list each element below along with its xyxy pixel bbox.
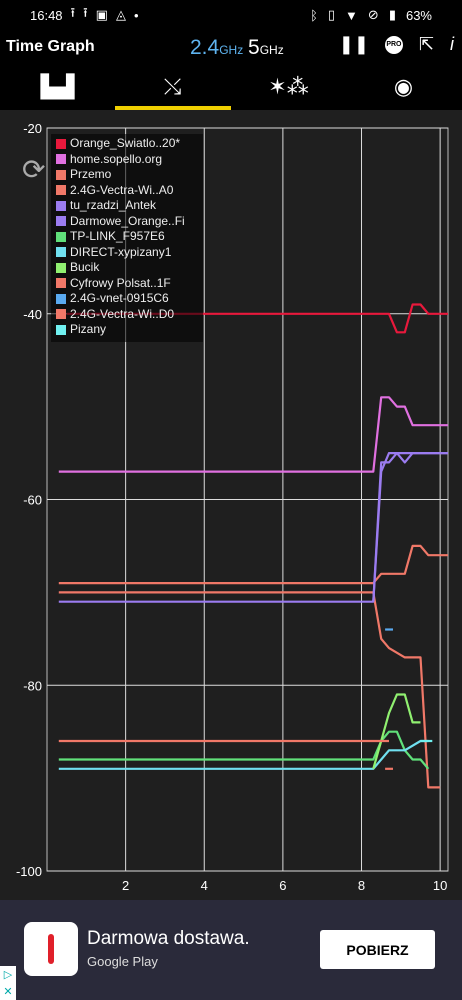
legend-swatch [56, 293, 66, 304]
tab-bar: ▙▟ ⤯ ✶⁂ ◉ [0, 64, 462, 110]
legend-item: Pizany [56, 322, 203, 338]
legend-label: Darmowe_Orange..Fi [70, 213, 185, 228]
navigation-icon: ◬ [115, 7, 126, 22]
chart-legend: Orange_Swiatlo..20* home.sopello.org Przem… [51, 134, 203, 342]
upload-icon: ⭱ [70, 5, 76, 20]
dot-icon: • [133, 7, 139, 23]
y-tick-label: -60 [23, 493, 42, 508]
legend-swatch [56, 231, 66, 242]
legend-swatch [56, 154, 66, 165]
legend-item: 2.4G-Vectra-Wi..A0 [56, 183, 203, 199]
legend-swatch [56, 278, 66, 289]
x-tick-label: 10 [433, 878, 447, 893]
legend-item: DIRECT-xypizany1 [56, 245, 203, 261]
chart-canvas: 2 4 6 8 10 -20 -40 -60 -80 -100 [16, 121, 449, 893]
ad-choices-icon[interactable]: ▷ ✕ [0, 966, 16, 1000]
status-time: 16:48 [30, 7, 63, 23]
legend-label: Pizany [70, 322, 107, 336]
series-line-1 [58, 396, 448, 473]
no-sim-icon: ⊘ [367, 7, 379, 22]
wifi-icon: ▼ [345, 7, 358, 23]
x-tick-label: 6 [279, 878, 286, 893]
x-tick-label: 2 [122, 878, 129, 893]
legend-swatch [56, 138, 66, 149]
signal-radar-icon: ◉ [393, 74, 414, 99]
legend-label: home.sopello.org [70, 151, 163, 166]
tab-channel-rating[interactable]: ✶⁂ [231, 64, 346, 110]
legend-label: Przemo [70, 167, 112, 181]
legend-item: home.sopello.org [56, 152, 203, 168]
tab-channel-graph[interactable]: ▙▟ [0, 64, 115, 110]
series-line-0 [66, 303, 448, 334]
tab-time-graph[interactable]: ⤯ [115, 64, 230, 110]
legend-swatch [56, 216, 66, 227]
ad-app-icon[interactable] [24, 922, 78, 976]
legend-label: DIRECT-xypizany1 [70, 244, 172, 259]
tab-ap-list[interactable]: ◉ [346, 64, 461, 110]
y-tick-label: -20 [23, 121, 42, 136]
series-line-5 [372, 452, 448, 602]
legend-item: Cyfrowy Polsat..1F [56, 276, 203, 292]
legend-label: tu_rzadzi_Antek [70, 198, 157, 212]
info-icon[interactable]: i [450, 34, 454, 54]
band-24-unit: GHz [219, 43, 244, 57]
x-tick-label: 4 [201, 878, 208, 893]
legend-item: Bucik [56, 260, 203, 276]
vibrate-icon: ▯ [327, 7, 336, 22]
legend-item: tu_rzadzi_Antek [56, 198, 203, 214]
legend-item: 2.4G-vnet-0915C6 [56, 291, 203, 307]
legend-label: TP-LINK_F957E6 [70, 229, 165, 243]
band-24ghz-toggle[interactable]: 2.4GHz [190, 36, 243, 60]
battery-level: 63% [405, 7, 432, 23]
legend-item: Darmowe_Orange..Fi [56, 214, 203, 230]
time-graph-icon: ⤯ [163, 74, 182, 99]
ad-title: Darmowa dostawa. [87, 928, 250, 949]
legend-swatch [56, 247, 66, 258]
legend-item: Orange_Swiatlo..20* [56, 136, 203, 152]
legend-label: 2.4G-Vectra-Wi..A0 [70, 182, 174, 197]
status-bar: 16:48 ⭱ ⭱ ▣ ◬ • ᛒ ▯ ▼ ⊘ ▮ 63% [0, 0, 462, 30]
y-tick-label: -100 [16, 864, 42, 879]
x-tick-label: 8 [358, 878, 365, 893]
legend-label: 2.4G-vnet-0915C6 [70, 291, 169, 305]
legend-item: 2.4G-Vectra-Wi..D0 [56, 307, 203, 323]
band-5-unit: GHz [259, 43, 284, 57]
stars-icon: ✶⁂ [268, 74, 309, 99]
legend-label: Orange_Swiatlo..20* [70, 136, 181, 150]
legend-swatch [56, 262, 66, 273]
y-tick-label: -40 [23, 307, 42, 322]
page-title: Time Graph [6, 38, 95, 55]
image-icon: ▣ [95, 7, 108, 22]
legend-swatch [56, 185, 66, 196]
series-line-7 [58, 739, 429, 770]
legend-item: Przemo [56, 167, 203, 183]
y-tick-label: -80 [23, 678, 42, 693]
legend-swatch [56, 324, 66, 335]
bar-chart-icon: ▙▟ [40, 74, 75, 99]
legend-label: 2.4G-Vectra-Wi..D0 [70, 306, 175, 321]
legend-item: TP-LINK_F957E6 [56, 229, 203, 245]
series-line-2 [58, 544, 448, 585]
share-icon[interactable]: ⇱ [418, 34, 434, 54]
ad-install-button[interactable]: POBIERZ [320, 930, 435, 969]
battery-icon: ▮ [388, 7, 396, 22]
band-5ghz-toggle[interactable]: 5GHz [248, 36, 284, 60]
legend-swatch [56, 169, 66, 180]
bluetooth-icon: ᛒ [310, 7, 318, 23]
band-24-label: 2.4 [190, 36, 220, 59]
pause-icon[interactable]: ❚❚ [338, 34, 369, 54]
pro-icon[interactable]: PRO [384, 35, 403, 54]
band-5-label: 5 [248, 36, 260, 59]
legend-label: Bucik [70, 260, 100, 274]
tab-indicator [115, 106, 231, 110]
series-line-6 [58, 730, 430, 770]
legend-swatch [56, 309, 66, 320]
legend-swatch [56, 200, 66, 211]
ad-subtitle: Google Play [87, 954, 158, 969]
series-line-4 [58, 452, 448, 603]
legend-label: Cyfrowy Polsat..1F [70, 275, 171, 290]
upload-icon: ⭱ [83, 5, 88, 20]
refresh-icon[interactable]: ⟳ [22, 154, 46, 185]
